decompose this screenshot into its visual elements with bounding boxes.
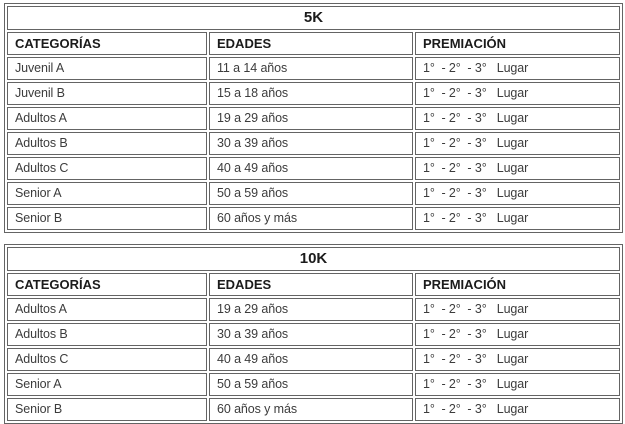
ages-cell: 50 a 59 años [209, 182, 413, 205]
category-cell: Senior A [7, 373, 207, 396]
table-row: Adultos B 30 a 39 años 1° - 2° - 3° Lugar [7, 323, 621, 346]
prize-cell: 1° - 2° - 3° Lugar [415, 298, 621, 321]
table-title-5k: 5K [7, 6, 621, 30]
table-row: Juvenil B 15 a 18 años 1° - 2° - 3° Lugar [7, 82, 621, 105]
prize-cell: 1° - 2° - 3° Lugar [415, 107, 621, 130]
prize-cell: 1° - 2° - 3° Lugar [415, 82, 621, 105]
category-cell: Adultos C [7, 348, 207, 371]
table-row: Adultos C 40 a 49 años 1° - 2° - 3° Lugar [7, 348, 621, 371]
table-row: Juvenil A 11 a 14 años 1° - 2° - 3° Lugar [7, 57, 621, 80]
category-cell: Adultos B [7, 323, 207, 346]
prize-cell: 1° - 2° - 3° Lugar [415, 348, 621, 371]
table-row: Adultos A 19 a 29 años 1° - 2° - 3° Lugar [7, 298, 621, 321]
ages-cell: 15 a 18 años [209, 82, 413, 105]
table-row: Senior B 60 años y más 1° - 2° - 3° Lugar [7, 207, 621, 230]
column-header-row: CATEGORÍAS EDADES PREMIACIÓN [7, 273, 621, 296]
column-header-edades: EDADES [209, 32, 413, 55]
prize-cell: 1° - 2° - 3° Lugar [415, 132, 621, 155]
ages-cell: 11 a 14 años [209, 57, 413, 80]
ages-cell: 40 a 49 años [209, 157, 413, 180]
ages-cell: 50 a 59 años [209, 373, 413, 396]
category-cell: Juvenil A [7, 57, 207, 80]
table-row: Senior A 50 a 59 años 1° - 2° - 3° Lugar [7, 373, 621, 396]
race-table-5k: 5K CATEGORÍAS EDADES PREMIACIÓN Juvenil … [4, 3, 624, 233]
column-header-categorias: CATEGORÍAS [7, 273, 207, 296]
prize-cell: 1° - 2° - 3° Lugar [415, 157, 621, 180]
category-cell: Adultos B [7, 132, 207, 155]
ages-cell: 19 a 29 años [209, 107, 413, 130]
prize-cell: 1° - 2° - 3° Lugar [415, 207, 621, 230]
prize-cell: 1° - 2° - 3° Lugar [415, 182, 621, 205]
column-header-categorias: CATEGORÍAS [7, 32, 207, 55]
table-title-10k: 10K [7, 247, 621, 271]
ages-cell: 19 a 29 años [209, 298, 413, 321]
category-cell: Senior A [7, 182, 207, 205]
category-cell: Adultos A [7, 107, 207, 130]
category-cell: Adultos A [7, 298, 207, 321]
category-cell: Juvenil B [7, 82, 207, 105]
race-table-10k: 10K CATEGORÍAS EDADES PREMIACIÓN Adultos… [4, 244, 624, 424]
table-row: Adultos C 40 a 49 años 1° - 2° - 3° Lugar [7, 157, 621, 180]
ages-cell: 30 a 39 años [209, 323, 413, 346]
ages-cell: 60 años y más [209, 398, 413, 421]
ages-cell: 40 a 49 años [209, 348, 413, 371]
table-row: Adultos A 19 a 29 años 1° - 2° - 3° Lugar [7, 107, 621, 130]
table-row: Senior A 50 a 59 años 1° - 2° - 3° Lugar [7, 182, 621, 205]
column-header-row: CATEGORÍAS EDADES PREMIACIÓN [7, 32, 621, 55]
category-cell: Adultos C [7, 157, 207, 180]
prize-cell: 1° - 2° - 3° Lugar [415, 57, 621, 80]
ages-cell: 60 años y más [209, 207, 413, 230]
column-header-premiacion: PREMIACIÓN [415, 32, 621, 55]
title-row: 10K [7, 247, 621, 271]
table-row: Adultos B 30 a 39 años 1° - 2° - 3° Lugar [7, 132, 621, 155]
column-header-premiacion: PREMIACIÓN [415, 273, 621, 296]
prize-cell: 1° - 2° - 3° Lugar [415, 398, 621, 421]
category-cell: Senior B [7, 207, 207, 230]
column-header-edades: EDADES [209, 273, 413, 296]
prize-cell: 1° - 2° - 3° Lugar [415, 373, 621, 396]
category-cell: Senior B [7, 398, 207, 421]
title-row: 5K [7, 6, 621, 30]
prize-cell: 1° - 2° - 3° Lugar [415, 323, 621, 346]
ages-cell: 30 a 39 años [209, 132, 413, 155]
table-row: Senior B 60 años y más 1° - 2° - 3° Lugar [7, 398, 621, 421]
